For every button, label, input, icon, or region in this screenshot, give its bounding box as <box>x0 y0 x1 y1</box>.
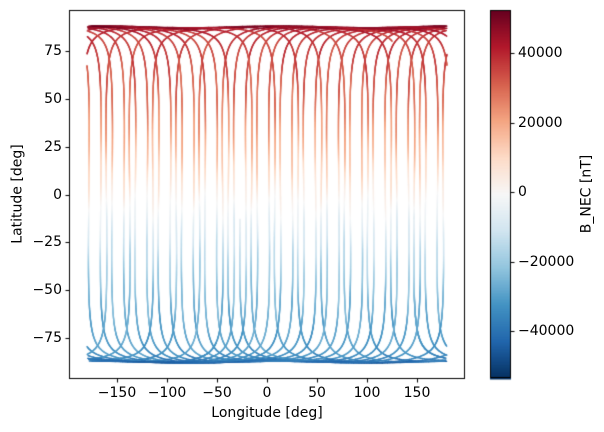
x-tick-label: 100 <box>353 385 381 401</box>
y-tick-label: 75 <box>44 42 62 59</box>
x-tick-label: 50 <box>308 385 326 401</box>
x-tick-label: 150 <box>403 385 431 401</box>
y-tick-label: −25 <box>32 234 62 251</box>
colorbar-tick-label: 40000 <box>518 45 563 62</box>
y-tick-label: 50 <box>44 90 62 107</box>
y-tick-label: 0 <box>53 186 62 203</box>
x-tick-label: −150 <box>97 385 137 401</box>
y-tick-label: 25 <box>44 138 62 155</box>
x-axis-label: Longitude [deg] <box>211 405 323 421</box>
x-tick-label: −100 <box>147 385 187 401</box>
y-tick-label: −75 <box>32 330 62 347</box>
colorbar-tick-label: 0 <box>518 184 527 201</box>
colorbar-tick-label: 20000 <box>518 114 563 131</box>
x-tick-label: −50 <box>202 385 232 401</box>
colorbar-label: B_NEC [nT] <box>577 154 594 234</box>
y-tick-label: −50 <box>32 282 62 299</box>
colorbar-tick-label: −40000 <box>518 323 575 340</box>
x-tick-label: 0 <box>262 385 272 401</box>
colorbar-tick-label: −20000 <box>518 253 575 270</box>
